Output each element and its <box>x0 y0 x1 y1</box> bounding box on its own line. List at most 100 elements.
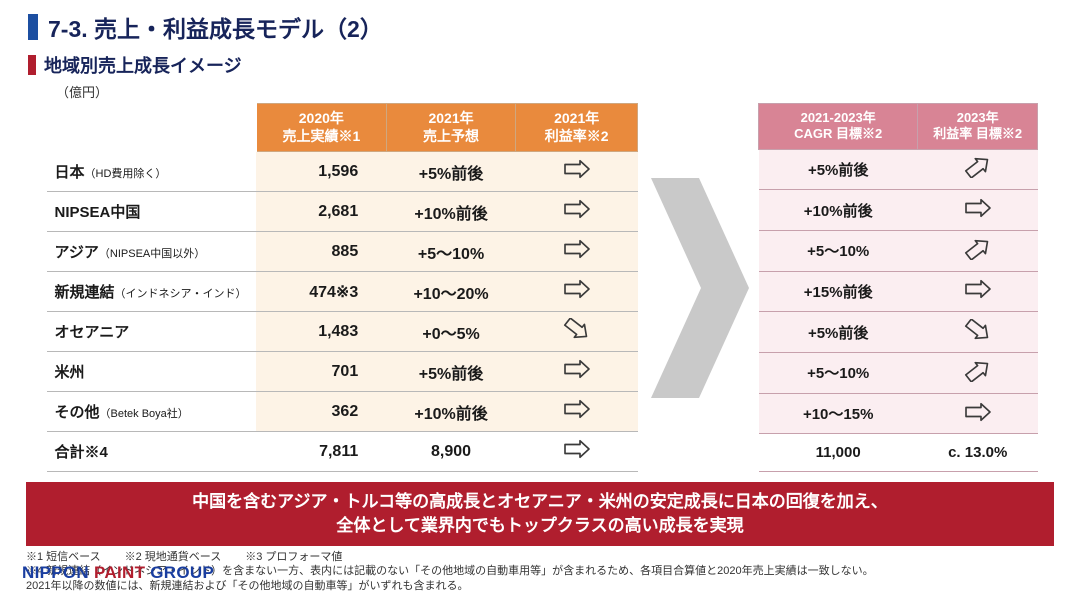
cell-2021f: +10%前後 <box>386 192 516 232</box>
trend-arrow-up-icon <box>963 360 993 382</box>
cell-2021f: +0～5% <box>386 312 516 352</box>
callout-line-2: 全体として業界内でもトップクラスの高い成長を実現 <box>32 514 1048 538</box>
cell-cagr: +10～15% <box>759 393 918 434</box>
cell-2021-margin-arrow <box>516 192 638 232</box>
logo-group: GROUP <box>150 563 214 582</box>
row-label: アジア（NIPSEA中国以外） <box>47 232 257 272</box>
table-row: +15%前後 <box>759 271 1038 312</box>
table-row: オセアニア 1,483 +0～5% <box>47 312 638 352</box>
empty-header <box>47 104 257 152</box>
cell-2020-total: 7,811 <box>256 432 386 472</box>
cell-2021-margin-arrow-total <box>516 432 638 472</box>
footer-logo: NIPPON PAINT GROUP <box>22 563 214 583</box>
cell-cagr: +5～10% <box>759 230 918 271</box>
logo-paint: PAINT <box>94 563 150 582</box>
cell-2020: 1,596 <box>256 152 386 192</box>
cell-2021f: +10～20% <box>386 272 516 312</box>
trend-arrow-flat-icon <box>562 198 592 220</box>
cell-cagr: +15%前後 <box>759 271 918 312</box>
table-row: +5%前後 <box>759 149 1038 190</box>
subtitle-text: 地域別売上成長イメージ <box>44 52 242 78</box>
cell-2020: 362 <box>256 392 386 432</box>
cell-2023-margin-arrow <box>918 353 1038 394</box>
trend-arrow-flat-icon <box>562 358 592 380</box>
cell-2023-margin-arrow <box>918 190 1038 231</box>
cell-cagr: +5%前後 <box>759 312 918 353</box>
table-row: +5～10% <box>759 230 1038 271</box>
trend-arrow-flat-icon <box>562 278 592 300</box>
trend-arrow-down-icon <box>963 319 993 341</box>
slide-title-text: 7-3. 売上・利益成長モデル（2） <box>48 10 383 44</box>
table-row: アジア（NIPSEA中国以外） 885 +5～10% <box>47 232 638 272</box>
col-2021-forecast: 2021年 売上予想 <box>386 104 516 152</box>
cell-cagr-total: 11,000 <box>759 434 918 472</box>
trend-arrow-flat-icon <box>562 238 592 260</box>
trend-arrow-flat-icon <box>963 278 993 300</box>
col-2023-margin: 2023年 利益率 目標※2 <box>918 104 1038 150</box>
table-row: その他（Betek Boya社） 362 +10%前後 <box>47 392 638 432</box>
cell-2020: 701 <box>256 352 386 392</box>
sales-growth-table-left: 2020年 売上実績※1 2021年 売上予想 2021年 利益率※2 日本（H… <box>46 103 638 472</box>
col-cagr-target: 2021-2023年 CAGR 目標※2 <box>759 104 918 150</box>
trend-arrow-flat-icon <box>562 438 592 460</box>
table-row: +10～15% <box>759 393 1038 434</box>
cell-2021f-total: 8,900 <box>386 432 516 472</box>
row-label: 日本（HD費用除く） <box>47 152 257 192</box>
table-row: +5～10% <box>759 353 1038 394</box>
tables-area: 2020年 売上実績※1 2021年 売上予想 2021年 利益率※2 日本（H… <box>0 103 1080 472</box>
footnote-3: ※3 プロフォーマ値 <box>245 550 342 565</box>
trend-arrow-up-icon <box>963 238 993 260</box>
cell-2023-margin-arrow <box>918 149 1038 190</box>
subtitle-accent-bar <box>28 55 36 75</box>
cell-2023-margin-arrow <box>918 312 1038 353</box>
cell-2021-margin-arrow <box>516 312 638 352</box>
cell-2021f: +5～10% <box>386 232 516 272</box>
table-row: +5%前後 <box>759 312 1038 353</box>
cell-2020: 885 <box>256 232 386 272</box>
table-row: +10%前後 <box>759 190 1038 231</box>
cell-2023-margin-total: c. 13.0% <box>918 434 1038 472</box>
cell-2021-margin-arrow <box>516 152 638 192</box>
trend-arrow-flat-icon <box>963 401 993 423</box>
callout-line-1: 中国を含むアジア・トルコ等の高成長とオセアニア・米州の安定成長に日本の回復を加え… <box>32 490 1048 514</box>
cell-2023-margin-arrow <box>918 271 1038 312</box>
table-row: 日本（HD費用除く） 1,596 +5%前後 <box>47 152 638 192</box>
cell-cagr: +10%前後 <box>759 190 918 231</box>
cell-2023-margin-arrow <box>918 230 1038 271</box>
row-label: 新規連結（インドネシア・インド） <box>47 272 257 312</box>
cell-2021-margin-arrow <box>516 392 638 432</box>
cell-2020: 1,483 <box>256 312 386 352</box>
row-label: オセアニア <box>47 312 257 352</box>
table-row: 米州 701 +5%前後 <box>47 352 638 392</box>
row-label-total: 合計※4 <box>47 432 257 472</box>
trend-arrow-flat-icon <box>963 197 993 219</box>
title-accent-bar <box>28 14 38 40</box>
section-subtitle: 地域別売上成長イメージ <box>0 50 1080 82</box>
cell-2023-margin-arrow <box>918 393 1038 434</box>
cell-2021-margin-arrow <box>516 352 638 392</box>
table-row-total: 合計※4 7,811 8,900 <box>47 432 638 472</box>
slide-title: 7-3. 売上・利益成長モデル（2） <box>0 0 1080 50</box>
row-label: その他（Betek Boya社） <box>47 392 257 432</box>
sales-growth-table-right: 2021-2023年 CAGR 目標※2 2023年 利益率 目標※2 +5%前… <box>758 103 1038 472</box>
summary-callout: 中国を含むアジア・トルコ等の高成長とオセアニア・米州の安定成長に日本の回復を加え… <box>26 482 1054 546</box>
table-row: NIPSEA中国 2,681 +10%前後 <box>47 192 638 232</box>
cell-2021f: +5%前後 <box>386 152 516 192</box>
cell-2021-margin-arrow <box>516 272 638 312</box>
cell-2020: 474※3 <box>256 272 386 312</box>
cell-2021-margin-arrow <box>516 232 638 272</box>
table-row: 新規連結（インドネシア・インド） 474※3 +10～20% <box>47 272 638 312</box>
row-label: 米州 <box>47 352 257 392</box>
row-label: NIPSEA中国 <box>47 192 257 232</box>
cell-cagr: +5%前後 <box>759 149 918 190</box>
cell-2020: 2,681 <box>256 192 386 232</box>
big-chevron-icon <box>638 103 758 472</box>
cell-cagr: +5～10% <box>759 353 918 394</box>
col-2020-actual: 2020年 売上実績※1 <box>256 104 386 152</box>
col-2021-margin: 2021年 利益率※2 <box>516 104 638 152</box>
cell-2021f: +5%前後 <box>386 352 516 392</box>
trend-arrow-flat-icon <box>562 158 592 180</box>
unit-label: （億円） <box>0 82 1080 101</box>
trend-arrow-down-icon <box>562 318 592 340</box>
logo-nippon: NIPPON <box>22 563 94 582</box>
